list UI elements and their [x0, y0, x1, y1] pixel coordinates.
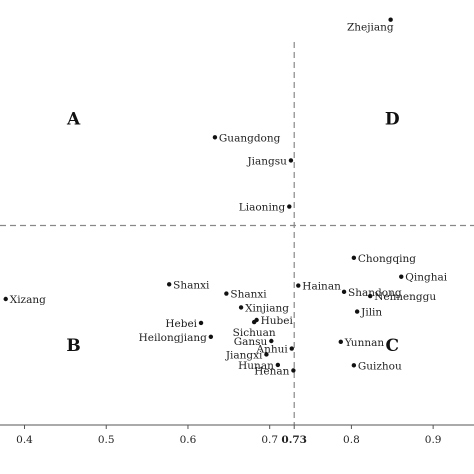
x-tick-label: 0.7 [261, 434, 278, 446]
data-point-xizang: Xizang [3, 294, 46, 306]
point-marker [287, 204, 292, 209]
quadrant-labels: A D B C [66, 109, 400, 356]
point-label: Gansu [234, 336, 268, 348]
point-label: Guizhou [358, 360, 402, 372]
data-point-hebei: Hebei [165, 318, 204, 330]
point-marker [264, 352, 269, 357]
data-point-hunan: Hunan [238, 360, 281, 372]
point-marker [296, 283, 301, 288]
data-point-hubei: Hubei [254, 315, 293, 327]
point-marker [238, 305, 244, 310]
point-marker [269, 338, 274, 344]
data-point-heilongjiang: Heilongjiang [139, 332, 214, 344]
point-marker [212, 135, 218, 140]
point-label: Sichuan [233, 327, 276, 339]
data-point-sichuan: Sichuan [233, 319, 276, 339]
point-label: Jilin [360, 307, 382, 319]
point-label: Shanxi [173, 279, 210, 291]
data-point-chongqing: Chongqing [351, 253, 416, 265]
point-label: Shandong [348, 287, 402, 299]
data-point-anhui: Anhui [256, 344, 294, 356]
point-label: Guangdong [219, 132, 281, 144]
point-label: Hebei [165, 318, 197, 330]
point-label: Xizang [10, 294, 46, 306]
point-marker [224, 291, 229, 296]
point-marker [251, 319, 257, 325]
data-points: Zhejiang Guangdong Jiangsu Liaoning Chongqin… [3, 17, 448, 377]
point-marker [368, 293, 373, 299]
x-tick-label: 0.4 [16, 434, 33, 446]
point-marker [354, 309, 360, 314]
point-marker [338, 339, 343, 345]
data-point-guangdong: Guangdong [212, 132, 281, 144]
point-label: Henan [254, 365, 289, 377]
data-point-gansu: Gansu [234, 336, 274, 348]
point-label: Jiangsu [246, 155, 287, 167]
data-point-jiangxi: Jiangxi [225, 349, 269, 361]
point-marker [198, 320, 204, 326]
data-point-jiangsu: Jiangsu [246, 155, 294, 167]
quadrant-label-d: D [385, 109, 400, 129]
point-label: Xinjiang [245, 302, 289, 314]
quadrant-label-a: A [66, 109, 81, 129]
point-marker [399, 274, 404, 279]
data-point-jilin: Jilin [354, 307, 382, 319]
point-label: Jiangxi [225, 349, 263, 361]
x-axis: 0.4 0.5 0.6 0.7 0.73 0.8 0.9 [0, 424, 474, 446]
point-marker [275, 362, 281, 368]
point-marker [388, 17, 393, 22]
data-point-yunnan: Yunnan [338, 337, 385, 349]
threshold-lines [0, 42, 474, 425]
point-label: Heilongjiang [139, 332, 208, 344]
point-label: Hainan [302, 281, 341, 293]
x-tick-label: 0.6 [180, 434, 197, 446]
point-marker [289, 346, 294, 351]
point-label: Anhui [256, 344, 289, 356]
point-label: Chongqing [358, 253, 416, 265]
point-marker [351, 363, 357, 368]
data-point-guizhou: Guizhou [351, 360, 402, 372]
point-marker [341, 289, 347, 295]
x-tick-label: 0.8 [343, 434, 360, 446]
point-label: Liaoning [239, 202, 286, 214]
data-point-hainan: Hainan [296, 281, 341, 293]
point-label: Zhejiang [347, 22, 394, 34]
point-label: Hunan [238, 360, 274, 372]
data-point-qinghai: Qinghai [399, 272, 448, 284]
point-marker [351, 255, 357, 261]
data-point-zhejiang: Zhejiang [347, 17, 394, 34]
data-point-henan: Henan [254, 365, 296, 377]
point-marker [166, 282, 172, 287]
quadrant-label-c: C [386, 336, 400, 356]
data-point-neimenggu: Neimenggu [368, 291, 436, 303]
x-tick-label: 0.9 [425, 434, 442, 446]
point-marker [208, 334, 214, 339]
point-label: Yunnan [344, 337, 385, 349]
point-marker [3, 296, 8, 302]
x-tick-label: 0.73 [281, 434, 307, 446]
point-label: Qinghai [405, 272, 447, 284]
data-point-liaoning: Liaoning [239, 202, 292, 214]
quadrant-label-b: B [66, 336, 80, 356]
data-point-shanxi: Shanxi [224, 289, 267, 301]
point-label: Hubei [261, 315, 294, 327]
point-marker [291, 368, 296, 373]
point-label: Shanxi [230, 289, 267, 301]
point-marker [288, 158, 294, 163]
data-point-shanxi: Shanxi [166, 279, 210, 291]
data-point-shandong: Shandong [341, 287, 402, 299]
x-tick-label: 0.5 [98, 434, 115, 446]
data-point-xinjiang: Xinjiang [238, 302, 289, 314]
point-label: Neimenggu [374, 291, 436, 303]
